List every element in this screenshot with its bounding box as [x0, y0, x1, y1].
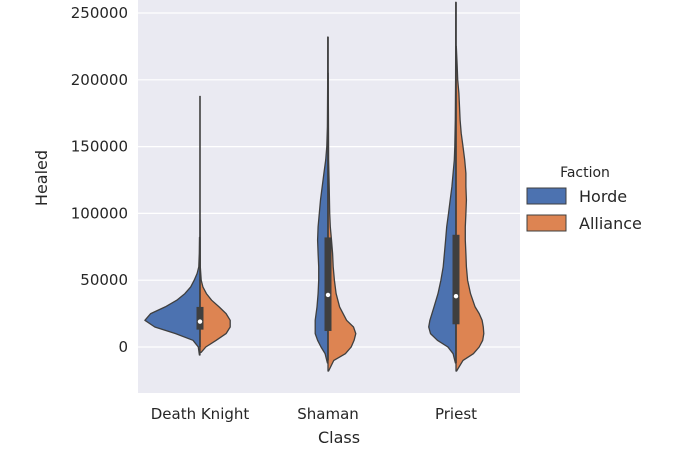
inner-box: [324, 237, 332, 331]
median-marker: [453, 294, 459, 299]
legend-swatch-horde: [526, 187, 567, 205]
y-axis-label: Healed: [32, 150, 51, 206]
y-tick-label: 100000: [71, 204, 128, 222]
legend-swatch-alliance: [526, 214, 567, 232]
y-tick-labels: 0 50000 100000 150000 200000 250000: [71, 4, 128, 356]
x-tick-label: Death Knight: [151, 405, 250, 423]
legend: Faction Horde Alliance: [526, 165, 642, 233]
y-tick-label: 150000: [71, 138, 128, 156]
x-axis-label: Class: [318, 428, 360, 447]
y-tick-label: 200000: [71, 71, 128, 89]
median-marker: [197, 319, 203, 324]
y-tick-label: 250000: [71, 4, 128, 22]
median-marker: [325, 292, 331, 298]
violins: [144, 1, 485, 372]
x-tick-label: Priest: [435, 405, 477, 423]
y-tick-label: 50000: [80, 271, 128, 289]
x-tick-labels: Death Knight Shaman Priest: [151, 405, 477, 423]
legend-label-alliance: Alliance: [579, 214, 642, 233]
inner-box: [452, 234, 460, 325]
legend-label-horde: Horde: [579, 187, 627, 206]
legend-title: Faction: [560, 165, 610, 181]
inner-box: [196, 306, 204, 330]
violin-alliance-priest: [455, 45, 485, 372]
y-tick-label: 0: [118, 338, 128, 356]
x-tick-label: Shaman: [297, 405, 359, 423]
